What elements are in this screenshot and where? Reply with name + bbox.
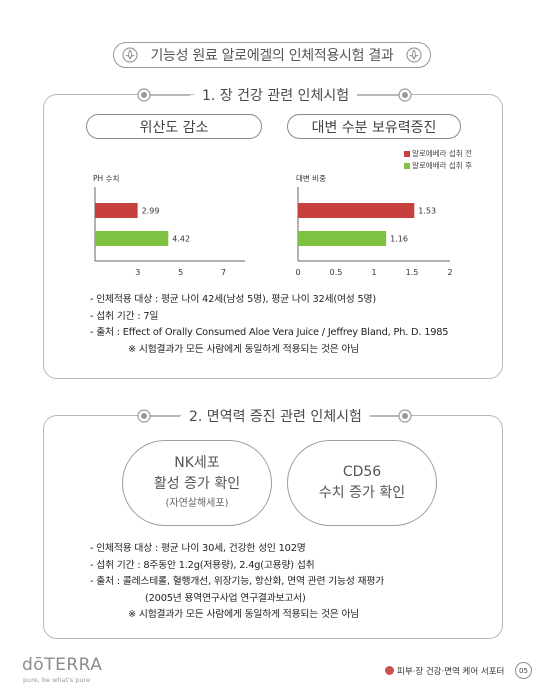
footer-category: 피부·장 건강·면역 케어 서포터 [385,665,504,677]
cd56-circle: CD56 수치 증가 확인 [287,440,437,526]
tick-label: 0.5 [330,268,343,277]
page-title-pill: 기능성 원료 알로에겔의 인체적용시험 결과 [113,42,431,68]
section-title-line-left [150,94,190,96]
tick-label: 3 [135,268,140,277]
legend-item-before: 알로에베라 섭취 전 [404,148,472,159]
brand-tagline: pure, be what's pure [23,676,91,684]
bar-before [95,203,138,218]
section1-info: - 인체적용 대상 : 평균 나이 42세(남성 5명), 평균 나이 32세(… [90,292,449,358]
chart2-ylabel: 대변 비중 [296,174,326,183]
info-subject: - 인체적용 대상 : 평균 나이 30세, 건강한 성인 102명 [90,543,306,554]
tick-label: 7 [221,268,226,277]
section-title-line-right [355,94,400,96]
bar-data-label: 4.42 [172,235,190,244]
cd56-line1: CD56 [342,464,382,480]
tick-label: 1.5 [406,268,419,277]
section2-info: - 인체적용 대상 : 평균 나이 30세, 건강한 성인 102명 - 섭취 … [90,541,384,624]
target-dot-icon [137,409,151,423]
section-title-line-right [370,415,400,417]
flower-ornament-icon [406,47,422,63]
legend-item-after: 알로에베라 섭취 후 [404,160,472,171]
cd56-line2: 수치 증가 확인 [318,485,406,501]
nk-line1: NK세포 [174,455,220,471]
legend-label-before: 알로에베라 섭취 전 [412,149,472,158]
bar-data-label: 1.16 [390,235,408,244]
section-immunity [43,415,503,639]
acidity-reduction-pill: 위산도 감소 [86,114,262,139]
page-title: 기능성 원료 알로에겔의 인체적용시험 결과 [150,48,394,64]
footer-category-label: 피부·장 건강·면역 케어 서포터 [397,667,505,677]
nk-cell-circle: NK세포 활성 증가 확인 (자연살해세포) [122,440,272,526]
section-2-title: 2. 면역력 증진 관련 인체시험 [181,406,370,426]
info-duration: - 섭취 기간 : 8주동안 1.2g(저용량), 2.4g(고용량) 섭취 [90,559,315,571]
info-disclaimer: ※ 시험결과가 모든 사람에게 동일하게 적용되는 것은 아님 [128,609,360,620]
info-disclaimer: ※ 시험결과가 모든 사람에게 동일하게 적용되는 것은 아님 [128,343,360,355]
bar-data-label: 1.53 [418,207,436,216]
category-dot-icon [385,666,394,675]
target-dot-icon [137,88,151,102]
stool-moisture-pill: 대변 수분 보유력증진 [287,114,461,139]
stool-chart: 1.53 1.16 0 0.5 1 1.5 2 [295,187,453,277]
chart1-ylabel: PH 수치 [93,174,120,183]
nk-line3: (자연살해세포) [165,498,229,509]
legend-swatch-after [404,162,410,169]
bar-data-label: 2.99 [142,207,160,216]
info-subject: - 인체적용 대상 : 평균 나이 42세(남성 5명), 평균 나이 32세(… [90,294,376,305]
tick-label: 0 [295,268,300,277]
chart-legend: 알로에베라 섭취 전 알로에베라 섭취 후 [404,148,472,171]
ph-chart: 2.99 4.42 3 5 7 [94,187,245,277]
info-source: - 출처 : Effect of Orally Consumed Aloe Ve… [90,327,449,338]
section-1-title: 1. 장 건강 관련 인체시험 [194,85,358,105]
legend-label-after: 알로에베라 섭취 후 [412,161,472,170]
brand-logo: dōTERRA [22,655,103,675]
tick-label: 5 [178,268,183,277]
flower-ornament-icon [122,47,138,63]
nk-line2: 활성 증가 확인 [153,476,241,492]
bar-after [298,231,387,246]
info-duration: - 섭취 기간 : 7일 [90,310,159,322]
info-source-detail: (2005년 용역연구사업 연구결과보고서) [145,592,306,604]
bar-before [298,203,415,218]
target-dot-icon [398,88,412,102]
legend-swatch-before [404,150,410,157]
section-title-line-left [150,415,180,417]
page-number: 05 [515,662,532,679]
info-source: - 출처 : 콜레스테롤, 혈행개선, 위장기능, 항산화, 면역 관련 기능성… [90,576,385,587]
target-dot-icon [398,409,412,423]
tick-label: 2 [447,268,452,277]
tick-label: 1 [371,268,376,277]
bar-after [95,231,169,246]
